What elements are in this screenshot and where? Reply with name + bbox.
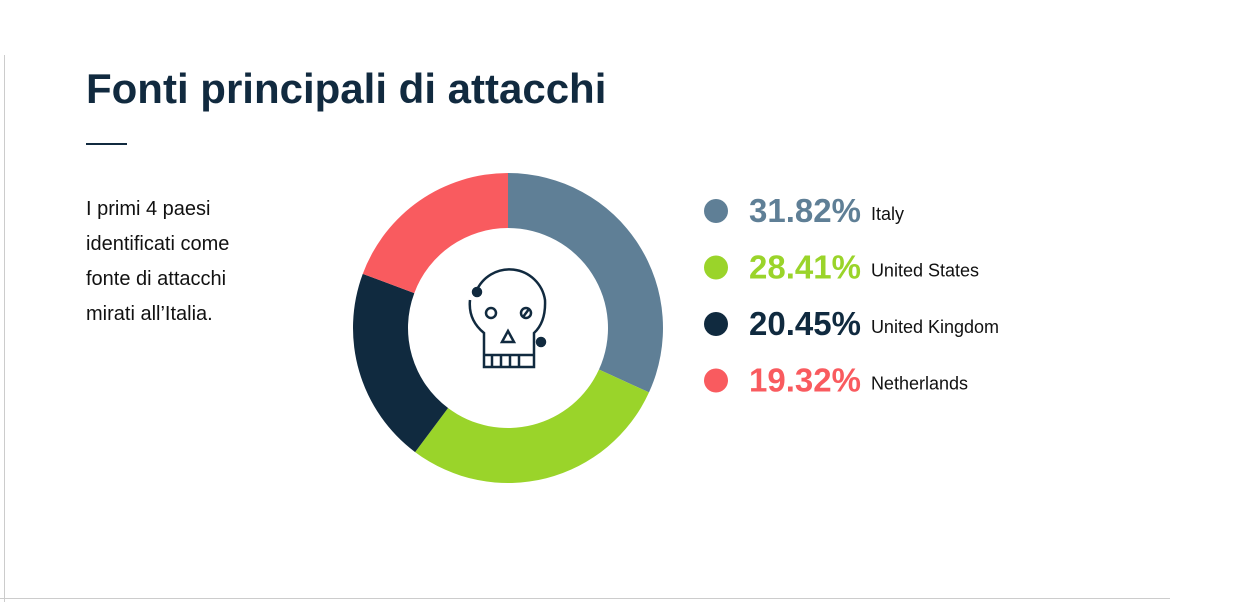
legend-value: 28.41% [749,249,861,286]
legend-label: United States [871,261,979,281]
skull-icon [468,268,547,369]
legend-value: 19.32% [749,362,861,399]
chart-title: Fonti principali di attacchi [86,65,606,112]
donut-segment [508,173,663,393]
legend-label: United Kingdom [871,317,999,337]
description: I primi 4 paesi identificati come fonte … [86,198,230,325]
legend-value: 20.45% [749,305,861,342]
donut-segment [352,273,449,453]
legend-swatch [704,255,728,280]
donut-segment [362,173,508,294]
legend-swatch [704,312,728,336]
legend-value: 31.82% [749,192,861,229]
legend-swatch [704,368,728,393]
legend-label: Italy [871,204,904,224]
legend-label: Netherlands [871,374,968,394]
donut-segment [415,369,649,484]
legend-swatch [704,199,728,223]
